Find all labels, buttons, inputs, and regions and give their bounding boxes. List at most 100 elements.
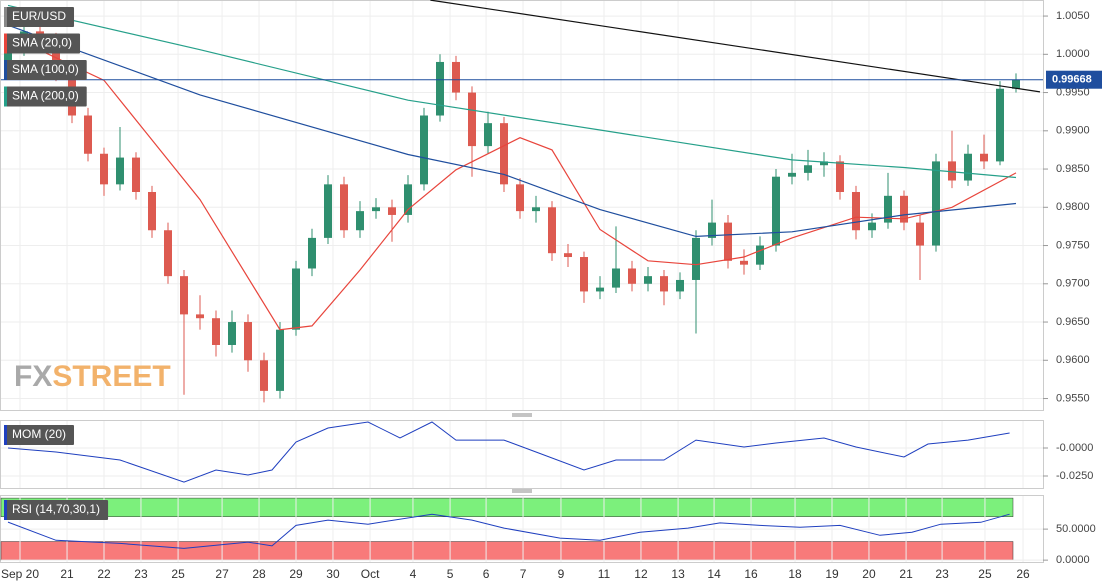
panel-handle[interactable] <box>512 413 532 417</box>
candle-body <box>276 329 284 391</box>
candle-body <box>484 123 492 147</box>
candle-body <box>948 161 956 181</box>
candle-body <box>596 287 604 292</box>
legend-swatch <box>4 86 7 107</box>
legend-box <box>4 33 81 54</box>
candle-body <box>820 161 828 166</box>
candle-body <box>84 115 92 154</box>
candle-body <box>756 245 764 265</box>
x-tick-label: 30 <box>326 567 340 581</box>
x-tick-label: 18 <box>788 567 802 581</box>
x-tick-label: 11 <box>598 567 611 581</box>
x-tick-label: 14 <box>707 567 721 581</box>
candle-body <box>612 268 620 288</box>
y-tick-label: 0.9950 <box>1056 86 1090 98</box>
panel-handle[interactable] <box>512 489 532 493</box>
candle-body <box>452 61 460 93</box>
watermark-fx: FX <box>14 360 52 393</box>
candle-body <box>340 184 348 231</box>
y-tick-label: 0.9550 <box>1056 392 1090 404</box>
candle-body <box>196 314 204 319</box>
candle-body <box>804 165 812 173</box>
legend-label: SMA (200,0) <box>12 89 79 103</box>
y-tick-label: 50.0000 <box>1056 523 1096 535</box>
x-tick-label: 23 <box>935 567 949 581</box>
candle-body <box>980 153 988 162</box>
last-price-box <box>1046 70 1102 89</box>
candle-body <box>772 176 780 246</box>
x-tick-label: 29 <box>289 567 303 581</box>
indicator-line <box>7 421 1010 483</box>
candle-body <box>788 172 796 177</box>
legend-label: RSI (14,70,30,1) <box>12 502 100 516</box>
candle-body <box>964 153 972 181</box>
x-tick-label: 21 <box>60 567 74 581</box>
legend-box <box>4 500 109 520</box>
candle-body <box>660 276 668 292</box>
candle-body <box>212 318 220 345</box>
candle-body <box>116 157 124 185</box>
candle-body <box>548 207 556 254</box>
candle-body <box>180 276 188 315</box>
x-tick-label: 20 <box>862 567 876 581</box>
rsi-band <box>0 541 1014 561</box>
x-tick-label: 25 <box>978 567 992 581</box>
sma-line <box>7 4 1017 179</box>
candle-body <box>868 222 876 231</box>
legend-box <box>4 86 87 107</box>
legend-label: EUR/USD <box>12 9 66 23</box>
candle-body <box>900 195 908 223</box>
candle-body <box>644 276 652 284</box>
y-tick-label: 0.9800 <box>1056 201 1090 213</box>
candle-body <box>468 92 476 147</box>
candle-body <box>324 184 332 238</box>
candle-body <box>356 211 364 231</box>
legend-label: MOM (20) <box>12 427 66 441</box>
panel-layer: 50.0000 0.0000 RSI (14,70,30,1) <box>0 496 1096 566</box>
watermark: FXSTREET <box>14 360 171 393</box>
legend-label: SMA (100,0) <box>12 62 79 76</box>
candle-body <box>100 153 108 185</box>
trend-line <box>430 0 1041 93</box>
candle-body <box>852 191 860 231</box>
y-tick-label: 0.9600 <box>1056 354 1090 366</box>
candle-body <box>388 207 396 215</box>
y-tick-label: 0.9900 <box>1056 125 1090 137</box>
x-tick-label: 5 <box>447 567 454 581</box>
x-tick-label: 25 <box>171 567 185 581</box>
candle-body <box>884 195 892 223</box>
candle-body <box>1012 79 1020 89</box>
legend-label: SMA (20,0) <box>12 36 72 50</box>
candle-body <box>308 237 316 269</box>
legend-box <box>4 425 74 445</box>
candle-body <box>676 279 684 292</box>
candle-body <box>580 257 588 292</box>
candle-body <box>420 115 428 185</box>
candle-body <box>708 222 716 238</box>
x-tick-label: 4 <box>410 567 417 581</box>
x-tick-label: 12 <box>634 567 648 581</box>
y-tick-label: -0.0000 <box>1056 442 1093 454</box>
x-tick-label: Sep 20 <box>1 567 39 581</box>
candle-body <box>916 222 924 246</box>
legend-swatch <box>4 7 7 27</box>
panel-layer: -0.0000 -0.0250 MOM (20) <box>1 421 1093 488</box>
y-tick-label: 1.0050 <box>1056 10 1090 22</box>
candle-body <box>4 50 12 66</box>
candle-body <box>628 268 636 284</box>
candle-body <box>932 161 940 246</box>
x-tick-label: 22 <box>97 567 111 581</box>
x-tick-label: 19 <box>825 567 839 581</box>
x-tick-label: 26 <box>1016 567 1030 581</box>
x-tick-label: 7 <box>520 567 527 581</box>
x-tick-label: 21 <box>899 567 913 581</box>
x-tick-label: 28 <box>252 567 266 581</box>
y-tick-label: 0.0000 <box>1056 554 1090 566</box>
candle-body <box>228 322 236 345</box>
x-tick-label: 13 <box>671 567 685 581</box>
x-tick-label: 9 <box>558 567 565 581</box>
candle-body <box>996 88 1004 162</box>
last-price-label: 0.99668 <box>1052 74 1092 86</box>
x-tick-label: 6 <box>483 567 490 581</box>
candle-body <box>436 61 444 116</box>
